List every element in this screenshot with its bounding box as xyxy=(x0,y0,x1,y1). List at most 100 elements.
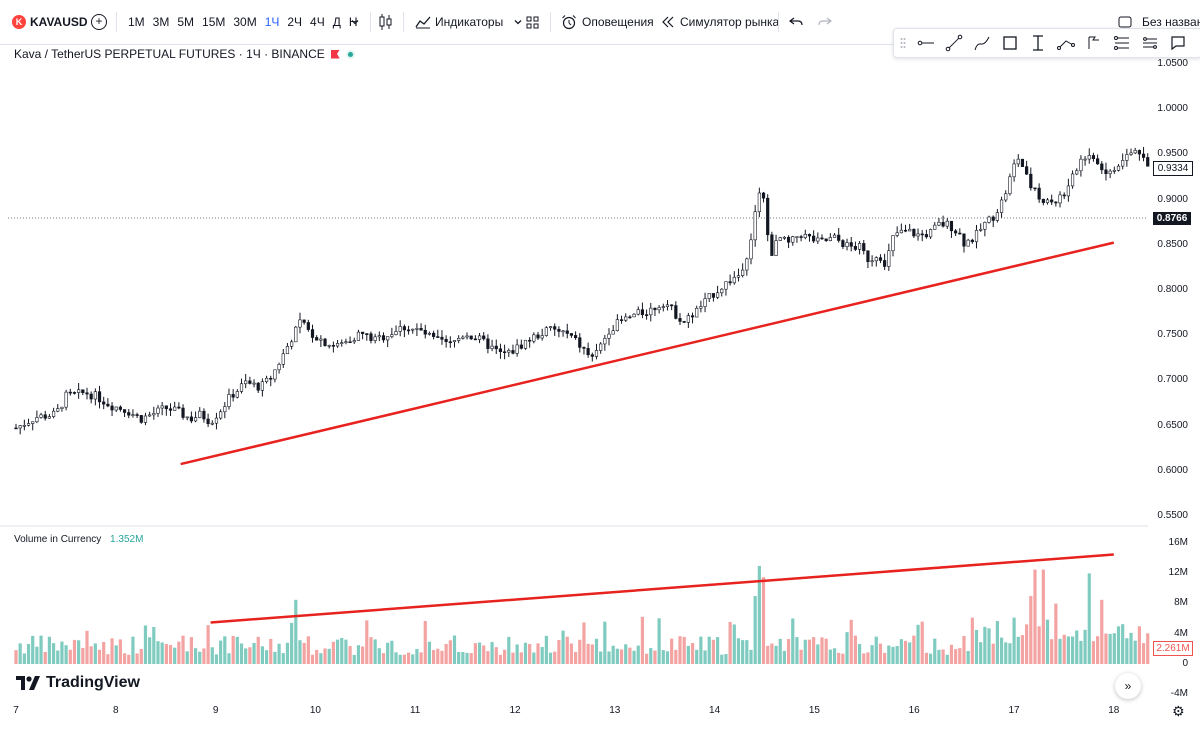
candle-body xyxy=(398,326,402,332)
candle-body xyxy=(219,411,223,419)
volume-bar xyxy=(1121,624,1125,664)
volume-bar xyxy=(348,646,352,664)
volume-bar xyxy=(394,652,398,664)
candle-body xyxy=(561,330,565,333)
volume-bar xyxy=(31,635,35,664)
candle-body xyxy=(185,416,189,419)
redo-button[interactable] xyxy=(818,0,832,44)
volume-bar xyxy=(1012,617,1016,664)
volume-bar xyxy=(85,630,89,664)
timeframe-6[interactable]: 2Ч xyxy=(287,15,303,29)
chart-area[interactable] xyxy=(0,44,1200,729)
candle-body xyxy=(427,332,432,335)
volume-bar xyxy=(1062,634,1066,664)
candle-body xyxy=(1133,150,1137,154)
candle-body xyxy=(807,233,812,237)
volume-legend-value: 1.352M xyxy=(110,534,144,545)
volume-bar xyxy=(248,647,252,664)
candle-body xyxy=(970,239,974,243)
drag-handle-icon[interactable] xyxy=(894,29,912,57)
timeframe-5[interactable]: 1Ч xyxy=(264,15,280,29)
candle-body xyxy=(1075,170,1079,175)
candle-body xyxy=(210,422,214,425)
fib-retracement-icon[interactable] xyxy=(1108,29,1136,57)
indicators-button[interactable]: Индикаторы xyxy=(415,0,523,44)
volume-bar xyxy=(173,647,177,664)
candle-body xyxy=(298,319,302,328)
price-tick-label: 1.0500 xyxy=(1157,58,1188,69)
volume-bar xyxy=(603,621,607,664)
chart-canvas[interactable] xyxy=(0,44,1200,729)
timeframe-7[interactable]: 4Ч xyxy=(310,15,325,29)
compare-button[interactable]: + xyxy=(91,0,107,44)
candle-body xyxy=(331,345,335,347)
drawing-toolbar xyxy=(893,28,1200,58)
volume-bar xyxy=(928,653,933,664)
timeframe-dropdown[interactable] xyxy=(350,0,360,44)
volume-bar xyxy=(189,637,193,664)
rectangle-icon[interactable] xyxy=(996,29,1024,57)
text-cursor-icon[interactable] xyxy=(1024,29,1052,57)
path-icon[interactable] xyxy=(1052,29,1080,57)
volume-bar xyxy=(753,596,757,664)
replay-button[interactable]: Симулятор рынка xyxy=(661,0,779,44)
timeframe-4[interactable]: 30М xyxy=(233,15,257,29)
volume-bar xyxy=(143,625,148,664)
volume-bar xyxy=(93,643,97,664)
candle-body xyxy=(77,389,81,393)
layout-name-button[interactable]: Без названия xyxy=(1118,0,1200,44)
timeframe-2[interactable]: 5М xyxy=(177,15,195,29)
undo-button[interactable] xyxy=(789,0,803,44)
candle-body xyxy=(594,350,599,357)
comment-icon[interactable] xyxy=(1164,29,1192,57)
volume-bar xyxy=(1054,603,1058,664)
tradingview-logo[interactable]: TradingView xyxy=(16,674,140,692)
candle-body xyxy=(857,243,862,250)
candle-body xyxy=(335,343,340,347)
candle-body xyxy=(377,335,381,338)
volume-bar xyxy=(899,639,903,664)
candle-body xyxy=(81,389,85,394)
volume-tick-label: 0 xyxy=(1182,657,1188,669)
volume-bar xyxy=(1108,633,1112,664)
candle-body xyxy=(1141,153,1146,158)
candle-body xyxy=(883,260,887,267)
candle-body xyxy=(753,211,757,241)
horizontal-ray-icon[interactable] xyxy=(912,29,940,57)
candle-body xyxy=(678,318,682,322)
templates-button[interactable] xyxy=(526,0,539,44)
candle-body xyxy=(273,369,277,380)
brush-icon[interactable] xyxy=(968,29,996,57)
candle-body xyxy=(728,281,732,284)
trend-line-icon[interactable] xyxy=(940,29,968,57)
volume-bar xyxy=(139,648,143,664)
timeframe-0[interactable]: 1М xyxy=(128,15,145,29)
candle-body xyxy=(682,321,686,323)
volume-bar xyxy=(327,648,331,664)
pitchfork-icon[interactable] xyxy=(1136,29,1164,57)
timeframe-1[interactable]: 3М xyxy=(152,15,170,29)
volume-bar xyxy=(557,639,561,664)
volume-bar xyxy=(273,651,277,664)
alerts-button[interactable]: Оповещения xyxy=(561,0,654,44)
settings-gear-icon[interactable]: ⚙ xyxy=(1172,703,1185,719)
volume-bar xyxy=(406,652,411,664)
timeframe-8[interactable]: Д xyxy=(332,15,341,29)
symbol-search[interactable]: K KAVAUSD xyxy=(12,0,88,44)
volume-bar xyxy=(883,652,887,664)
scroll-to-realtime-button[interactable]: » xyxy=(1115,673,1141,699)
candle-body xyxy=(394,331,398,335)
flag-icon[interactable] xyxy=(330,49,340,59)
volume-tick-label: -4M xyxy=(1170,688,1188,699)
candle-body xyxy=(887,250,891,267)
chart-type-button[interactable] xyxy=(378,0,394,44)
volume-bar xyxy=(1096,636,1100,664)
volume-bar xyxy=(1029,596,1033,664)
volume-bar xyxy=(114,645,118,664)
candle-body xyxy=(1079,158,1083,172)
candle-body xyxy=(1029,173,1033,189)
timeframe-3[interactable]: 15М xyxy=(202,15,226,29)
candle-body xyxy=(611,330,615,335)
candle-body xyxy=(348,341,352,344)
long-position-icon[interactable] xyxy=(1080,29,1108,57)
